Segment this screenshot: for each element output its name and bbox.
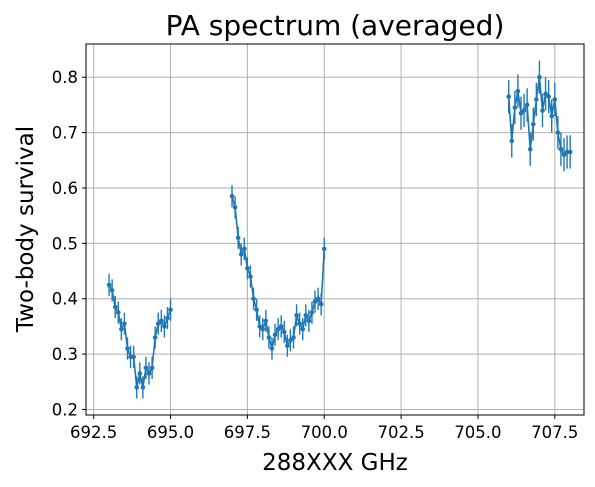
data-point (165, 315, 170, 321)
data-point (555, 130, 561, 135)
data-point (272, 332, 278, 338)
y-tick-label: 0.3 (52, 345, 78, 364)
data-point (235, 235, 241, 241)
data-point (269, 346, 275, 351)
data-point (168, 307, 173, 313)
data-point (294, 313, 299, 318)
data-point (112, 304, 118, 310)
data-point (521, 108, 527, 113)
data-point (540, 108, 545, 113)
data-point (266, 335, 272, 340)
data-point (552, 97, 558, 102)
series-segment (106, 273, 173, 399)
data-point (232, 205, 238, 210)
data-point (162, 324, 167, 329)
data-point (300, 326, 306, 332)
y-tick-label: 0.2 (52, 400, 78, 419)
plot-area (106, 60, 573, 399)
x-tick-label: 692.5 (70, 423, 117, 442)
x-tick-label: 702.5 (377, 423, 424, 442)
data-point (312, 299, 318, 304)
data-point (137, 371, 143, 376)
y-tick-label: 0.8 (52, 68, 78, 87)
series-segment (506, 60, 573, 172)
data-point (159, 318, 164, 324)
data-point (260, 326, 266, 332)
data-point (530, 121, 536, 127)
data-point (315, 296, 321, 302)
y-tick-label: 0.4 (52, 290, 78, 309)
data-point (537, 74, 542, 80)
data-point (524, 102, 530, 108)
data-point (263, 318, 269, 324)
x-tick-label: 707.5 (531, 423, 578, 442)
data-point (318, 301, 324, 307)
data-point (122, 321, 127, 326)
data-point (281, 329, 287, 335)
data-point (134, 385, 140, 390)
data-point (561, 152, 567, 158)
data-point (152, 335, 158, 340)
x-axis-label: 288XXX GHz (262, 450, 408, 476)
y-tick-label: 0.7 (52, 124, 78, 143)
data-point (558, 146, 564, 152)
data-point (278, 324, 284, 329)
grid (86, 44, 584, 415)
series-segment (229, 185, 327, 360)
data-point (254, 307, 259, 313)
data-point (106, 282, 112, 288)
data-point (109, 288, 115, 293)
data-point (248, 274, 253, 279)
x-tick-label: 705.0 (454, 423, 501, 442)
data-point (303, 313, 309, 318)
data-point (506, 94, 511, 99)
data-point (534, 97, 539, 102)
data-point (143, 365, 149, 371)
data-point (285, 343, 290, 349)
data-point (309, 310, 315, 315)
data-point (543, 91, 548, 97)
data-point (509, 138, 515, 144)
data-point (512, 105, 518, 110)
data-point (275, 326, 281, 332)
data-point (229, 193, 235, 199)
data-point (155, 321, 161, 326)
plot-frame (85, 43, 585, 416)
data-point (257, 324, 262, 329)
axis-ticks: 692.5 695.0 697.5 700.0 702.5 705.0 707.5 0.2 0.… (52, 68, 579, 442)
data-point (115, 310, 121, 315)
data-point (131, 354, 136, 360)
data-point (251, 296, 256, 302)
y-tick-label: 0.5 (52, 234, 78, 253)
data-point (119, 326, 124, 332)
x-tick-label: 700.0 (301, 423, 348, 442)
data-point (242, 246, 247, 252)
data-point (515, 88, 521, 94)
data-point (549, 113, 555, 119)
x-tick-label: 697.5 (224, 423, 271, 442)
data-point (245, 265, 250, 271)
data-point (567, 149, 573, 155)
data-point (125, 346, 130, 351)
x-tick-label: 695.0 (147, 423, 194, 442)
y-axis-label: Two-body survival (13, 126, 39, 333)
data-point (291, 335, 296, 340)
data-point (321, 246, 327, 252)
data-point (527, 146, 533, 152)
data-point (288, 337, 293, 343)
data-point (546, 94, 551, 99)
chart-title: PA spectrum (averaged) (166, 9, 505, 42)
data-point (140, 385, 146, 390)
data-point (238, 252, 244, 257)
data-point (306, 318, 312, 324)
y-tick-label: 0.6 (52, 179, 78, 198)
data-point (518, 110, 524, 116)
data-point (297, 321, 302, 326)
data-point (149, 365, 155, 371)
data-point (146, 371, 152, 376)
